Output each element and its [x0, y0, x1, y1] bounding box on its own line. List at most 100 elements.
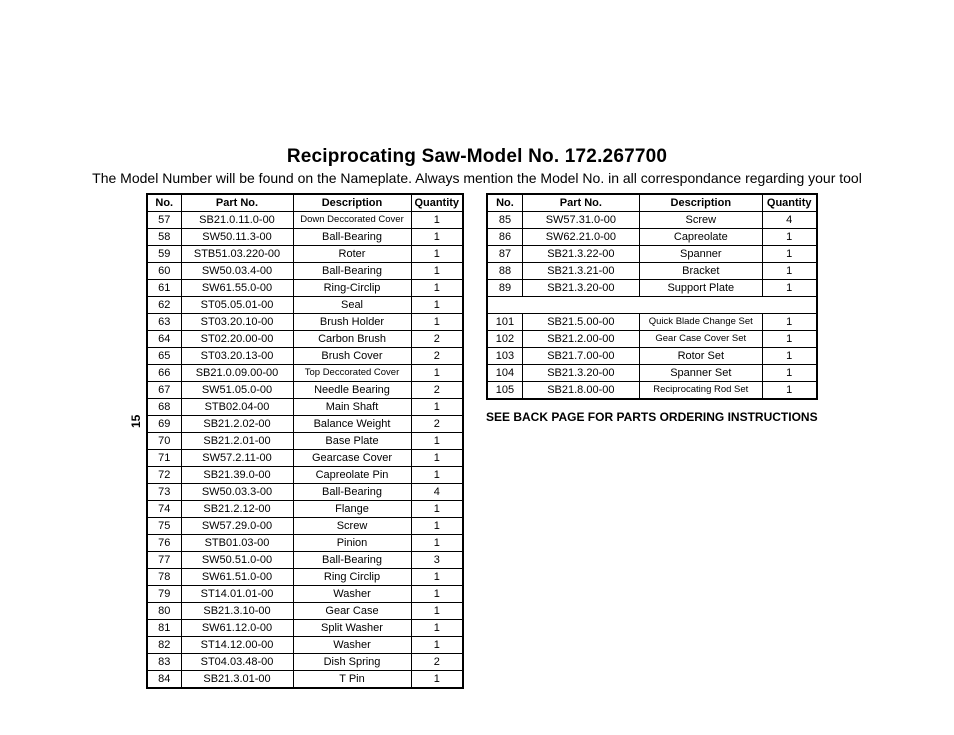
cell-desc: Capreolate Pin: [293, 467, 411, 484]
cell-no: 77: [147, 552, 181, 569]
page-title: Reciprocating Saw-Model No. 172.267700: [0, 146, 954, 168]
table-row: 69SB21.2.02-00Balance Weight2: [147, 416, 463, 433]
table-row: 77SW50.51.0-00Ball-Bearing3: [147, 552, 463, 569]
cell-no: 58: [147, 229, 181, 246]
cell-part: SW50.51.0-00: [181, 552, 293, 569]
cell-desc: Spanner Set: [639, 365, 762, 382]
cell-part: ST04.03.48-00: [181, 654, 293, 671]
cell-part: SB21.3.20-00: [522, 365, 639, 382]
cell-desc: Quick Blade Change Set: [639, 314, 762, 331]
cell-part: SB21.0.09.00-00: [181, 365, 293, 382]
table-row: 86SW62.21.0-00Capreolate1: [487, 229, 817, 246]
cell-part: ST14.12.00-00: [181, 637, 293, 654]
table-row: 66SB21.0.09.00-00Top Deccorated Cover1: [147, 365, 463, 382]
cell-qty: 1: [411, 671, 463, 689]
table-row: 60SW50.03.4-00Ball-Bearing1: [147, 263, 463, 280]
cell-desc: Ball-Bearing: [293, 263, 411, 280]
cell-blank: [487, 297, 817, 314]
cell-desc: Down Deccorated Cover: [293, 212, 411, 229]
table-row: 105SB21.8.00-00Reciprocating Rod Set1: [487, 382, 817, 400]
table-row: 88SB21.3.21-00Bracket1: [487, 263, 817, 280]
cell-no: 70: [147, 433, 181, 450]
cell-qty: 1: [411, 365, 463, 382]
cell-part: ST05.05.01-00: [181, 297, 293, 314]
cell-desc: T Pin: [293, 671, 411, 689]
cell-part: SW50.03.4-00: [181, 263, 293, 280]
cell-no: 73: [147, 484, 181, 501]
table-row: 68STB02.04-00Main Shaft1: [147, 399, 463, 416]
cell-part: SW57.31.0-00: [522, 212, 639, 229]
table-row: 62ST05.05.01-00Seal1: [147, 297, 463, 314]
cell-no: 85: [487, 212, 522, 229]
cell-qty: 1: [762, 246, 816, 263]
cell-no: 82: [147, 637, 181, 654]
cell-qty: 1: [762, 365, 816, 382]
cell-part: ST02.20.00-00: [181, 331, 293, 348]
table-row: 87SB21.3.22-00Spanner1: [487, 246, 817, 263]
cell-qty: 4: [411, 484, 463, 501]
cell-no: 74: [147, 501, 181, 518]
cell-no: 59: [147, 246, 181, 263]
cell-part: SB21.3.21-00: [522, 263, 639, 280]
cell-no: 68: [147, 399, 181, 416]
cell-part: SB21.3.01-00: [181, 671, 293, 689]
table-row: 63ST03.20.10-00Brush Holder1: [147, 314, 463, 331]
cell-part: ST14.01.01-00: [181, 586, 293, 603]
cell-no: 78: [147, 569, 181, 586]
cell-part: SW61.51.0-00: [181, 569, 293, 586]
cell-desc: Gear Case: [293, 603, 411, 620]
table-row: 64ST02.20.00-00Carbon Brush2: [147, 331, 463, 348]
cell-qty: 1: [411, 620, 463, 637]
table-row: 61SW61.55.0-00Ring-Circlip1: [147, 280, 463, 297]
cell-desc: Bracket: [639, 263, 762, 280]
cell-no: 71: [147, 450, 181, 467]
cell-desc: Gearcase Cover: [293, 450, 411, 467]
cell-no: 104: [487, 365, 522, 382]
cell-part: SB21.3.22-00: [522, 246, 639, 263]
cell-desc: Main Shaft: [293, 399, 411, 416]
table-blank-row: [487, 297, 817, 314]
cell-part: SB21.5.00-00: [522, 314, 639, 331]
table-header-row: No. Part No. Description Quantity: [147, 194, 463, 212]
left-col: No. Part No. Description Quantity 57 SB21…: [146, 193, 464, 689]
cell-qty: 1: [762, 314, 816, 331]
col-part: Part No.: [522, 194, 639, 212]
cell-no: 84: [147, 671, 181, 689]
cell-part: SB21.2.01-00: [181, 433, 293, 450]
cell-qty: 2: [411, 348, 463, 365]
page-root: Reciprocating Saw-Model No. 172.267700 T…: [0, 0, 954, 735]
cell-part: SB21.7.00-00: [522, 348, 639, 365]
cell-desc: Brush Holder: [293, 314, 411, 331]
table-row: 70SB21.2.01-00Base Plate1: [147, 433, 463, 450]
cell-desc: Ball-Bearing: [293, 484, 411, 501]
col-part: Part No.: [181, 194, 293, 212]
cell-desc: Screw: [639, 212, 762, 229]
cell-part: SB21.2.12-00: [181, 501, 293, 518]
cell-qty: 1: [762, 382, 816, 400]
cell-no: 89: [487, 280, 522, 297]
cell-no: 57: [147, 212, 181, 229]
cell-no: 86: [487, 229, 522, 246]
cell-qty: 1: [411, 297, 463, 314]
cell-no: 81: [147, 620, 181, 637]
col-desc: Description: [293, 194, 411, 212]
col-no: No.: [147, 194, 181, 212]
cell-desc: Seal: [293, 297, 411, 314]
table-row: 78SW61.51.0-00Ring Circlip1: [147, 569, 463, 586]
cell-desc: Dish Spring: [293, 654, 411, 671]
cell-qty: 1: [411, 637, 463, 654]
cell-desc: Ring Circlip: [293, 569, 411, 586]
cell-desc: Balance Weight: [293, 416, 411, 433]
table-row: 65ST03.20.13-00Brush Cover2: [147, 348, 463, 365]
cell-desc: Pinion: [293, 535, 411, 552]
cell-no: 79: [147, 586, 181, 603]
table-row: 89SB21.3.20-00Support Plate1: [487, 280, 817, 297]
table-row: 74SB21.2.12-00Flange1: [147, 501, 463, 518]
cell-qty: 1: [411, 450, 463, 467]
col-desc: Description: [639, 194, 762, 212]
cell-desc: Roter: [293, 246, 411, 263]
cell-qty: 1: [411, 501, 463, 518]
cell-no: 87: [487, 246, 522, 263]
cell-no: 80: [147, 603, 181, 620]
cell-qty: 4: [762, 212, 816, 229]
